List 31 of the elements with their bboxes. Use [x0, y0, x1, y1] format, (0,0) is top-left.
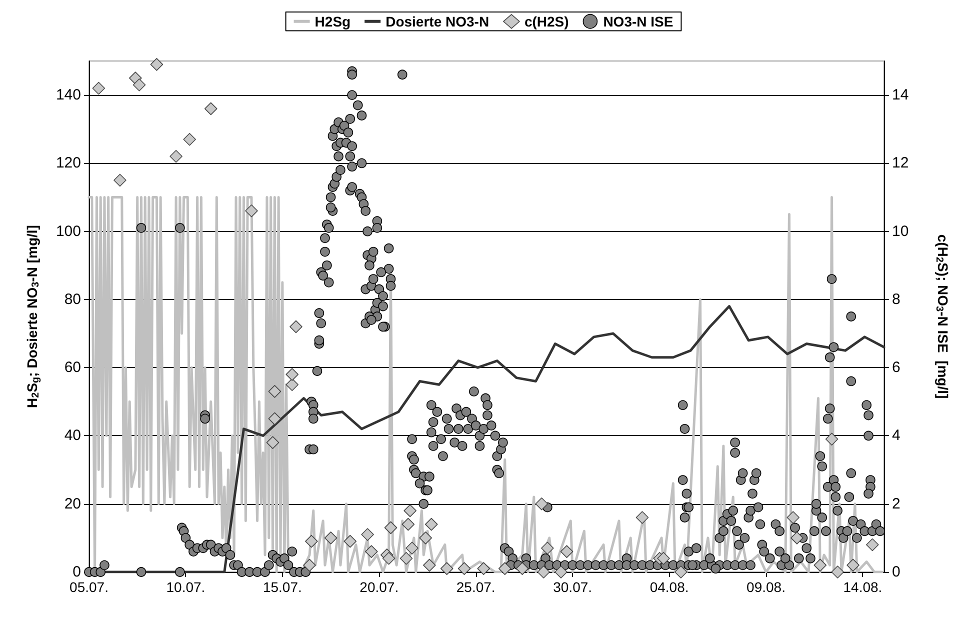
y-tick-label: 0: [72, 564, 81, 580]
legend-label: NO3-N ISE: [603, 13, 674, 30]
x-tick-label: 04.08.: [650, 579, 689, 595]
legend-label: H2Sg: [314, 13, 351, 30]
y-tick-label: 20: [64, 495, 81, 512]
x-tick-label: 05.07.: [70, 579, 108, 595]
y-tick-label: 40: [64, 427, 81, 444]
y-tick-label: 100: [56, 222, 81, 240]
y2-tick-label: 4: [892, 427, 900, 444]
y2-tick-label: 6: [892, 359, 900, 376]
y2-tick-label: 8: [892, 290, 900, 308]
x-tick-label: 25.07.: [456, 579, 496, 595]
x-tick-label: 20.07.: [360, 579, 399, 595]
x-tick-label: 10.07.: [166, 579, 206, 595]
y2-tick-label: 10: [892, 222, 909, 240]
y2-tick-label: 12: [892, 154, 909, 172]
x-tick-label: 09.08.: [746, 579, 786, 595]
legend-label: Dosierte NO3-N: [386, 13, 490, 30]
y-tick-label: 60: [64, 359, 81, 376]
y2-tick-label: 2: [892, 495, 900, 512]
y-tick-label: 80: [64, 290, 81, 308]
y-tick-label: 120: [56, 154, 81, 172]
y2-tick-label: 14: [892, 86, 909, 104]
x-tick-label: 14.08.: [843, 579, 882, 595]
y-tick-label: 140: [56, 86, 81, 104]
legend-label: c(H2S): [524, 13, 569, 30]
x-tick-label: 30.07.: [553, 579, 592, 595]
y-axis-title: H2Sg; Dosierte NO3-N [mg/l]: [24, 225, 42, 408]
y2-tick-label: 0: [892, 564, 900, 580]
x-tick-label: 15.07.: [262, 579, 302, 595]
y2-axis-title: c(H2S); NO3-N ISE [mg/l]: [934, 234, 951, 399]
